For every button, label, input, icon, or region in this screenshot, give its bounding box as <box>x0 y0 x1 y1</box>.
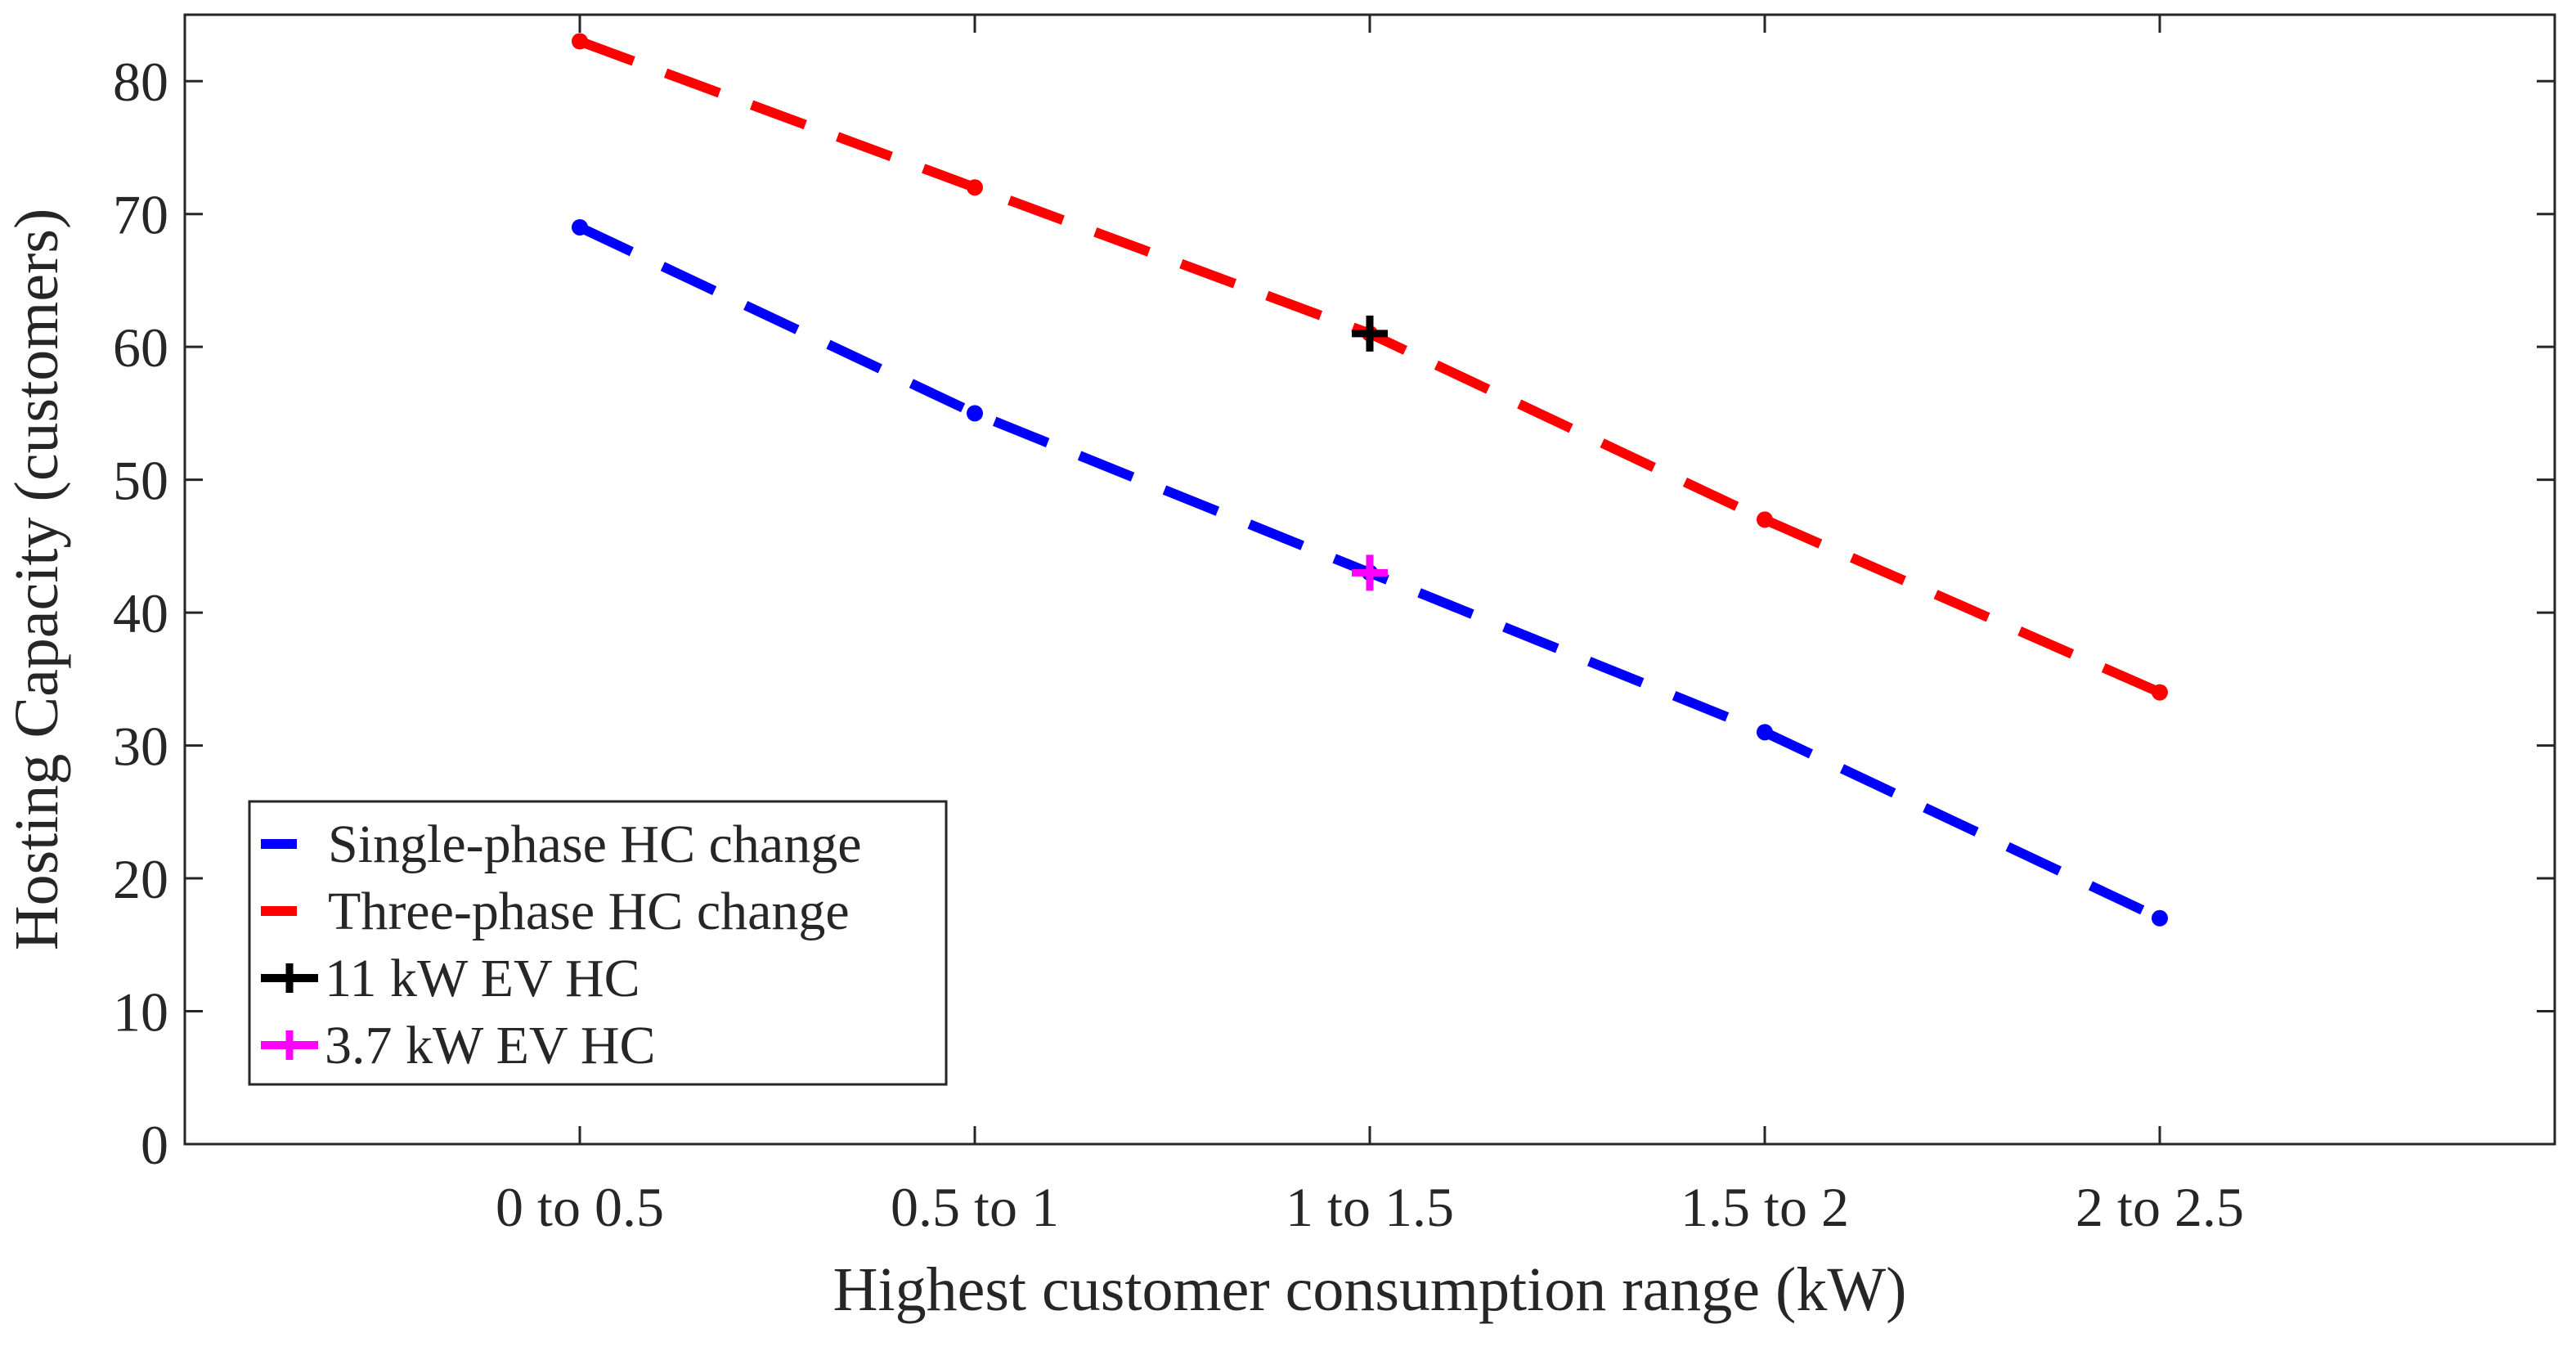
series-2-point <box>572 33 588 50</box>
y-tick-label: 20 <box>113 848 168 910</box>
legend-item: Single-phase HC change <box>261 815 862 874</box>
y-tick-label: 10 <box>113 981 168 1044</box>
legend-item: Three-phase HC change <box>261 882 850 941</box>
y-tick-label: 30 <box>113 716 168 778</box>
y-tick-label: 70 <box>113 184 168 246</box>
series-2-point <box>2152 684 2168 701</box>
x-tick-label: 0 to 0.5 <box>496 1176 664 1238</box>
x-axis-label: Highest customer consumption range (kW) <box>833 1255 1907 1324</box>
y-tick-label: 60 <box>113 316 168 379</box>
series-1-point <box>967 405 983 422</box>
legend-label: Single-phase HC change <box>328 815 862 874</box>
legend: Single-phase HC change Three-phase HC cha… <box>248 800 948 1086</box>
legend-label: 11 kW EV HC <box>325 949 640 1008</box>
series-1-point <box>2152 909 2168 927</box>
ev-hc-marker-1 <box>1352 315 1388 352</box>
y-tick-label: 0 <box>141 1114 168 1176</box>
legend-label: Three-phase HC change <box>328 882 850 941</box>
ev-hc-marker-2 <box>1352 554 1388 591</box>
y-axis-label: Hosting Capacity (customers) <box>2 209 71 951</box>
y-tick-label: 80 <box>113 51 168 113</box>
legend-item: 11 kW EV HC <box>261 949 640 1008</box>
series-1-point <box>1757 724 1773 741</box>
y-tick-label: 40 <box>113 582 168 644</box>
x-tick-label: 2 to 2.5 <box>2076 1176 2244 1238</box>
legend-item: 3.7 kW EV HC <box>261 1016 656 1075</box>
series-2-point <box>1757 511 1773 528</box>
legend-label: 3.7 kW EV HC <box>325 1016 656 1075</box>
x-tick-label: 0.5 to 1 <box>891 1176 1059 1238</box>
x-tick-label: 1.5 to 2 <box>1681 1176 1849 1238</box>
axis-ticks: 0 10 20 30 40 50 60 70 80 0 to 0.5 0.5 to 1 1 to 1.… <box>113 15 2555 1238</box>
legend-box <box>248 800 948 1086</box>
y-tick-label: 50 <box>113 450 168 512</box>
series-2-point <box>967 179 983 196</box>
x-tick-label: 1 to 1.5 <box>1286 1176 1454 1238</box>
series-1-point <box>572 218 588 236</box>
